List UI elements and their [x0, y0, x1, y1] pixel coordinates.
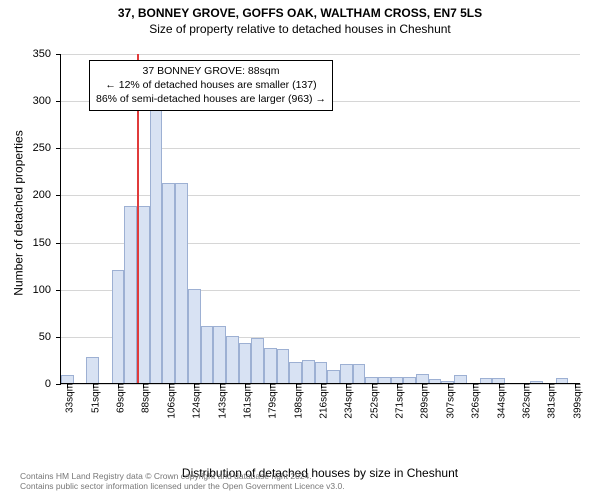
- xtick-label: 198sqm: [287, 383, 304, 419]
- ytick-label: 150: [33, 237, 61, 249]
- xtick-label: 344sqm: [490, 383, 507, 419]
- histogram-bar: [264, 348, 277, 383]
- annotation-line3: 86% of semi-detached houses are larger (…: [96, 92, 326, 106]
- xtick-label: 399sqm: [566, 383, 583, 419]
- histogram-bar: [302, 360, 315, 383]
- xtick-label: 143sqm: [211, 383, 228, 419]
- chart-title-line2: Size of property relative to detached ho…: [0, 22, 600, 40]
- xtick-label: 106sqm: [160, 383, 177, 419]
- histogram-bar: [226, 336, 239, 383]
- footer-line1: Contains HM Land Registry data © Crown c…: [20, 471, 345, 482]
- histogram-bar: [86, 357, 99, 383]
- histogram-bar: [454, 375, 467, 383]
- xtick-label: 289sqm: [414, 383, 431, 419]
- xtick-label: 216sqm: [313, 383, 330, 419]
- histogram-bar: [315, 362, 328, 383]
- chart-title-line1: 37, BONNEY GROVE, GOFFS OAK, WALTHAM CRO…: [0, 0, 600, 22]
- footer-line2: Contains public sector information licen…: [20, 481, 345, 492]
- y-axis-label: Number of detached properties: [12, 48, 26, 378]
- xtick-label: 362sqm: [515, 383, 532, 419]
- plot-area: 05010015020025030035033sqm51sqm69sqm88sq…: [60, 54, 580, 384]
- histogram-bar: [213, 326, 226, 383]
- xtick-label: 88sqm: [135, 383, 152, 413]
- ytick-label: 100: [33, 284, 61, 296]
- xtick-label: 69sqm: [110, 383, 127, 413]
- xtick-label: 271sqm: [389, 383, 406, 419]
- histogram-bar: [188, 289, 201, 383]
- histogram-bar: [340, 364, 353, 383]
- annotation-line1: 37 BONNEY GROVE: 88sqm: [96, 64, 326, 78]
- histogram-bar: [175, 183, 188, 383]
- xtick-label: 307sqm: [439, 383, 456, 419]
- histogram-bar: [251, 338, 264, 383]
- xtick-label: 51sqm: [84, 383, 101, 413]
- histogram-bar: [150, 108, 163, 383]
- histogram-bar: [277, 349, 290, 383]
- histogram-bar: [162, 183, 175, 383]
- ytick-label: 250: [33, 142, 61, 154]
- xtick-label: 234sqm: [338, 383, 355, 419]
- chart-plot: 05010015020025030035033sqm51sqm69sqm88sq…: [60, 48, 580, 418]
- xtick-label: 161sqm: [236, 383, 253, 419]
- xtick-label: 33sqm: [59, 383, 76, 413]
- histogram-bar: [327, 370, 340, 383]
- histogram-bar: [124, 206, 137, 383]
- annotation-box: 37 BONNEY GROVE: 88sqm← 12% of detached …: [89, 60, 333, 111]
- histogram-bar: [353, 364, 366, 383]
- xtick-label: 252sqm: [363, 383, 380, 419]
- ytick-label: 50: [39, 331, 61, 343]
- xtick-label: 179sqm: [262, 383, 279, 419]
- xtick-label: 381sqm: [541, 383, 558, 419]
- ytick-label: 300: [33, 95, 61, 107]
- histogram-bar: [416, 374, 429, 383]
- histogram-bar: [201, 326, 214, 383]
- ytick-label: 200: [33, 189, 61, 201]
- histogram-bar: [112, 270, 125, 383]
- ytick-label: 350: [33, 48, 61, 60]
- xtick-label: 124sqm: [186, 383, 203, 419]
- histogram-bar: [289, 362, 302, 383]
- histogram-bar: [239, 343, 252, 383]
- footer-attribution: Contains HM Land Registry data © Crown c…: [20, 471, 345, 492]
- histogram-bar: [61, 375, 74, 383]
- xtick-label: 326sqm: [465, 383, 482, 419]
- annotation-line2: ← 12% of detached houses are smaller (13…: [96, 78, 326, 92]
